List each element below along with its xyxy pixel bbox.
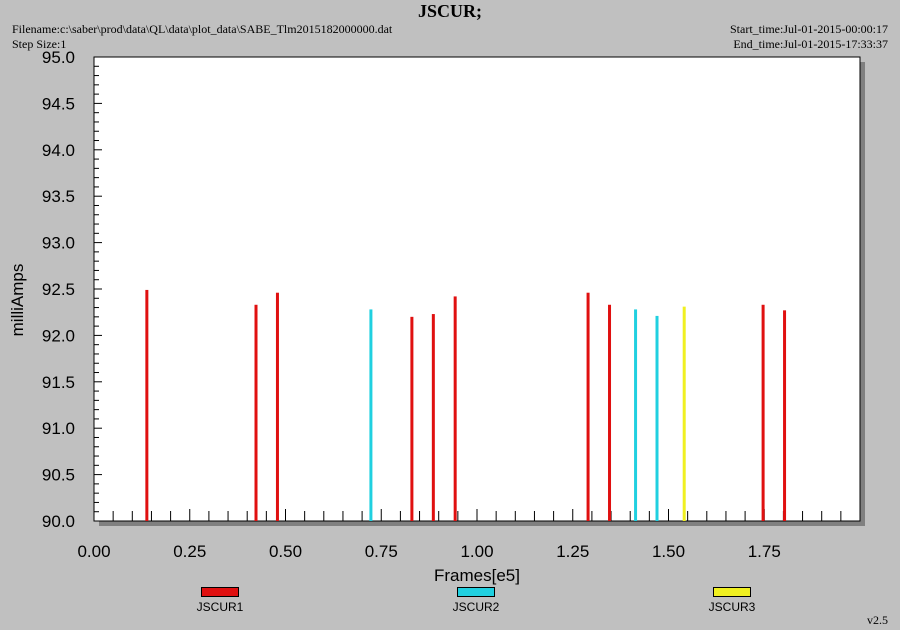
step-size-label: Step Size:1 — [12, 37, 67, 51]
bar-jscur1 — [145, 289, 149, 521]
bar-jscur2 — [655, 315, 659, 521]
legend-item-jscur1: JSCUR1 — [180, 587, 260, 614]
bar-jscur1 — [453, 296, 457, 521]
end-time-label: End_time:Jul-01-2015-17:33:37 — [733, 37, 888, 51]
bar-jscur1 — [431, 314, 435, 521]
legend-swatch-jscur1 — [201, 587, 239, 597]
bar-jscur1 — [254, 304, 258, 521]
legend-label-jscur2: JSCUR2 — [452, 600, 500, 614]
y-tick-label: 92.0 — [42, 326, 75, 345]
filename-label: Filename:c:\saber\prod\data\QL\data\plot… — [12, 22, 393, 36]
plot-area — [93, 56, 861, 522]
y-tick-label: 90.0 — [42, 512, 75, 531]
chart-title: JSCUR; — [417, 1, 482, 21]
bar-jscur3 — [682, 306, 686, 521]
bar-jscur2 — [634, 309, 638, 521]
legend-item-jscur3: JSCUR3 — [692, 587, 772, 614]
legend-label-jscur3: JSCUR3 — [708, 600, 756, 614]
y-tick-label: 90.5 — [42, 466, 75, 485]
y-tick-label: 91.5 — [42, 373, 75, 392]
y-tick-label: 94.0 — [42, 141, 75, 160]
bar-jscur1 — [761, 304, 765, 521]
x-tick-label: 0.50 — [269, 542, 302, 561]
bar-jscur2 — [369, 309, 373, 521]
x-tick-label: 1.75 — [748, 542, 781, 561]
bar-jscur1 — [275, 292, 279, 521]
y-tick-label: 94.5 — [42, 94, 75, 113]
legend-label-jscur1: JSCUR1 — [196, 600, 244, 614]
x-tick-label: 1.25 — [556, 542, 589, 561]
y-tick-label: 95.0 — [42, 48, 75, 67]
start-time-label: Start_time:Jul-01-2015-00:00:17 — [730, 22, 888, 36]
x-tick-label: 0.00 — [77, 542, 110, 561]
y-tick-label: 93.5 — [42, 187, 75, 206]
bar-jscur1 — [783, 310, 787, 521]
y-tick-label: 93.0 — [42, 234, 75, 253]
legend-swatch-jscur3 — [713, 587, 751, 597]
y-axis-label: milliAmps — [8, 264, 27, 337]
x-tick-label: 1.00 — [460, 542, 493, 561]
y-tick-label: 92.5 — [42, 280, 75, 299]
x-tick-label: 0.25 — [173, 542, 206, 561]
legend-swatch-jscur2 — [457, 587, 495, 597]
version-label: v2.5 — [867, 613, 888, 627]
x-axis-label: Frames[e5] — [434, 566, 520, 585]
bar-jscur1 — [608, 304, 612, 521]
bar-jscur1 — [586, 292, 590, 521]
x-tick-label: 1.50 — [652, 542, 685, 561]
x-tick-label: 0.75 — [365, 542, 398, 561]
bar-jscur1 — [410, 316, 414, 521]
y-tick-label: 91.0 — [42, 419, 75, 438]
legend-item-jscur2: JSCUR2 — [436, 587, 516, 614]
